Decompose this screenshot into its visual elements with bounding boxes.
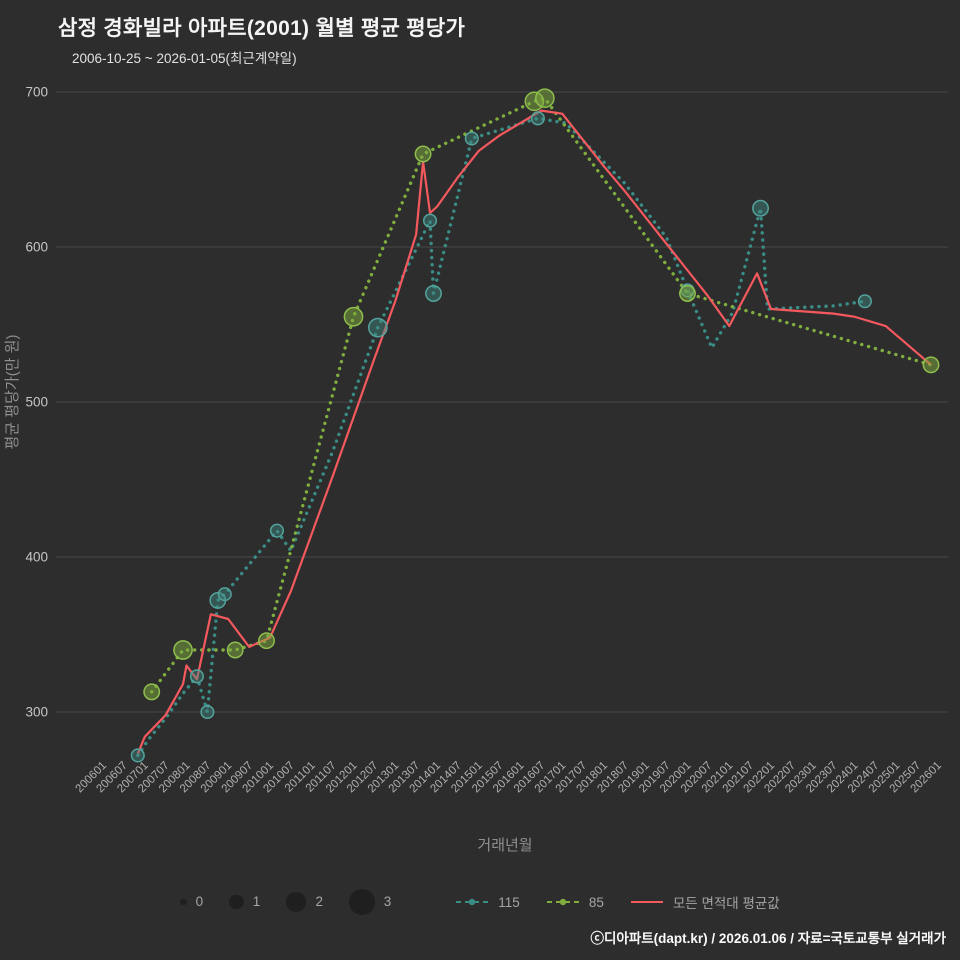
size-legend: 0 1 2 3 <box>180 889 391 915</box>
data-bubble <box>752 199 769 217</box>
x-axis-title: 거래년월 <box>477 837 532 854</box>
y-grid: 300 400 500 600 700 <box>25 85 948 720</box>
data-bubble <box>258 632 275 650</box>
data-bubble <box>922 356 940 374</box>
size-legend-label: 2 <box>315 894 323 910</box>
size-legend-dot <box>180 898 187 906</box>
size-legend-dot <box>348 889 375 915</box>
data-bubble <box>189 669 204 684</box>
y-tick-label: 500 <box>25 395 48 410</box>
data-bubble <box>367 317 388 338</box>
size-legend-item: 2 <box>286 891 323 913</box>
series-line-avg <box>136 109 932 755</box>
size-legend-label: 3 <box>383 894 392 910</box>
y-tick-label: 600 <box>25 240 48 255</box>
data-bubble <box>130 748 145 763</box>
legend-swatch-icon <box>630 901 663 903</box>
legend-item-s115[interactable]: 115 <box>455 895 520 910</box>
size-legend-item: 0 <box>180 894 203 909</box>
size-legend-item: 3 <box>348 889 392 915</box>
page-title: 삼정 경화빌라 아파트(2001) 월별 평균 평당가 <box>58 17 466 40</box>
page-subtitle: 2006-10-25 ~ 2026-01-05(최근계약일) <box>72 51 297 66</box>
data-bubble <box>425 285 442 302</box>
legend-item-avg[interactable]: 모든 면적대 평균값 <box>630 892 780 912</box>
x-tick-labels: 2006012006072007012007072008012008072009… <box>74 760 945 796</box>
data-bubble <box>464 131 479 146</box>
data-bubble <box>173 640 193 660</box>
size-legend-label: 0 <box>195 894 204 910</box>
size-legend-item: 1 <box>229 894 260 909</box>
chart-header: 삼정 경화빌라 아파트(2001) 월별 평균 평당가 2006-10-25 ~… <box>0 0 960 66</box>
y-tick-label: 400 <box>25 550 48 565</box>
chart-legend: 0 1 2 3 115 85 모든 면적대 평균값 <box>0 882 960 922</box>
price-chart: 300 400 500 600 700 2006012006072007012007072… <box>4 85 948 854</box>
data-bubble <box>530 111 545 126</box>
legend-swatch-icon <box>546 898 579 906</box>
size-legend-dot <box>229 894 244 910</box>
data-bubble <box>422 213 438 228</box>
credit-text: ⓒ디아파트(dapt.kr) / 2026.01.06 / 자료=국토교통부 실… <box>590 931 946 946</box>
data-bubble <box>143 683 161 701</box>
legend-series-label: 85 <box>588 894 604 910</box>
size-legend-label: 1 <box>252 894 261 910</box>
data-bubble <box>200 704 215 720</box>
chart-footer: ⓒ디아파트(dapt.kr) / 2026.01.06 / 자료=국토교통부 실… <box>590 927 946 947</box>
y-axis-title: 평균 평당가(만 원) <box>4 335 21 450</box>
legend-series-label: 모든 면적대 평균값 <box>672 896 780 911</box>
series-markers-s115 <box>130 111 872 763</box>
y-tick-label: 300 <box>25 705 48 720</box>
data-bubble <box>857 294 872 309</box>
data-bubble <box>217 587 232 602</box>
legend-item-s85[interactable]: 85 <box>546 895 604 910</box>
data-bubble <box>343 306 364 327</box>
data-bubble <box>414 145 432 163</box>
data-bubble <box>679 285 696 302</box>
data-bubble <box>269 523 285 538</box>
y-tick-label: 700 <box>25 85 48 100</box>
series-line-s85 <box>150 96 933 694</box>
data-bubble <box>534 88 555 109</box>
data-bubble <box>226 641 244 659</box>
series-markers-s85 <box>143 88 940 701</box>
series-legend: 115 85 모든 면적대 평균값 <box>455 892 780 912</box>
legend-series-label: 115 <box>498 894 520 910</box>
legend-swatch-icon <box>456 898 489 906</box>
size-legend-dot <box>286 891 307 913</box>
